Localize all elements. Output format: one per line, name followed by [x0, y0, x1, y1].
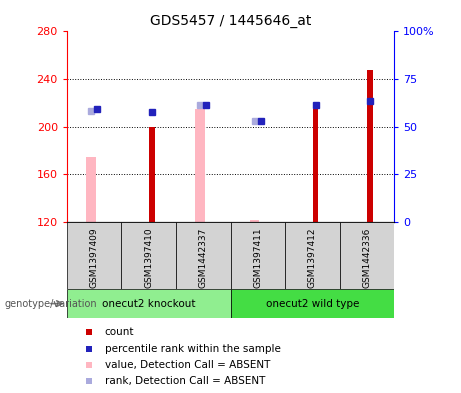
- Text: genotype/variation: genotype/variation: [5, 299, 97, 309]
- Text: count: count: [105, 327, 134, 337]
- Bar: [67, 222, 121, 289]
- Bar: [86, 156, 96, 222]
- Bar: [230, 222, 285, 289]
- Bar: [149, 127, 155, 222]
- Text: GSM1397410: GSM1397410: [144, 228, 153, 288]
- Text: percentile rank within the sample: percentile rank within the sample: [105, 343, 281, 354]
- Bar: [121, 222, 176, 289]
- Bar: [313, 109, 319, 222]
- Text: GDS5457 / 1445646_at: GDS5457 / 1445646_at: [150, 14, 311, 28]
- Text: onecut2 knockout: onecut2 knockout: [102, 299, 195, 309]
- Bar: [176, 222, 230, 289]
- Bar: [195, 109, 205, 222]
- Text: rank, Detection Call = ABSENT: rank, Detection Call = ABSENT: [105, 376, 265, 386]
- Bar: [249, 220, 260, 222]
- Text: GSM1397412: GSM1397412: [308, 228, 317, 288]
- Text: GSM1442337: GSM1442337: [199, 228, 208, 288]
- Text: GSM1397411: GSM1397411: [253, 228, 262, 288]
- Bar: [340, 222, 394, 289]
- Bar: [67, 289, 230, 318]
- Bar: [367, 70, 373, 222]
- Bar: [230, 289, 394, 318]
- Bar: [285, 222, 340, 289]
- Text: GSM1442336: GSM1442336: [362, 228, 372, 288]
- Text: GSM1397409: GSM1397409: [89, 228, 99, 288]
- Text: value, Detection Call = ABSENT: value, Detection Call = ABSENT: [105, 360, 270, 370]
- Text: onecut2 wild type: onecut2 wild type: [266, 299, 359, 309]
